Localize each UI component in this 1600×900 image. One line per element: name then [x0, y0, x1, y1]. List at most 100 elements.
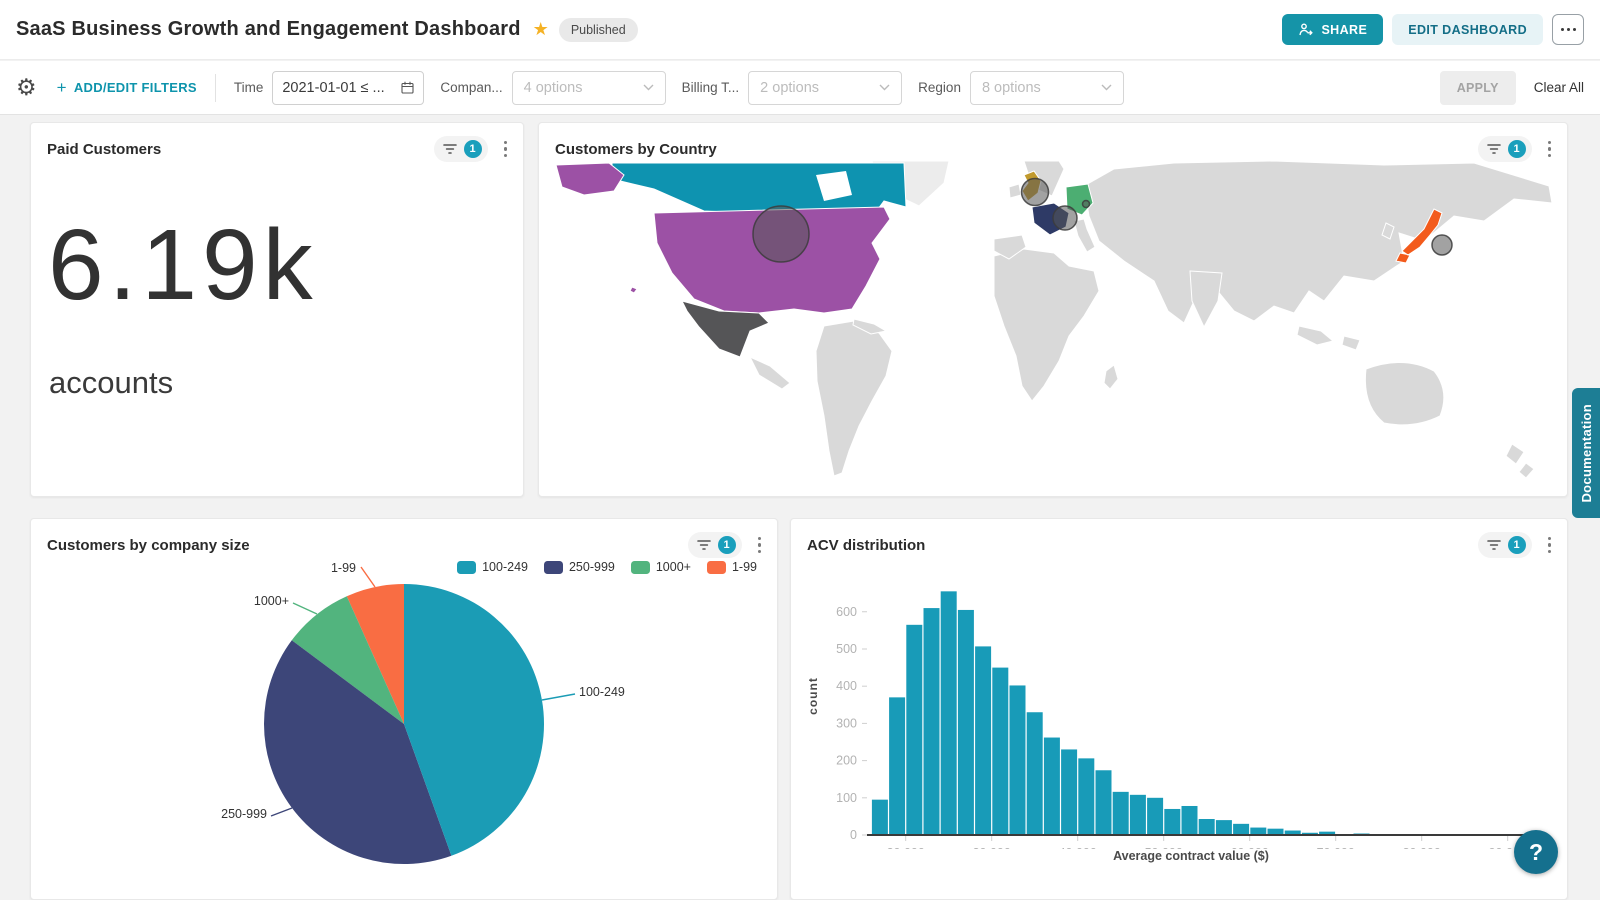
legend-item[interactable]: 100-249: [457, 560, 528, 574]
edit-dashboard-label: EDIT DASHBOARD: [1408, 22, 1527, 37]
pie-label-100-249: 100-249: [579, 685, 625, 699]
histogram-bar[interactable]: [1078, 758, 1095, 835]
legend-swatch: [630, 560, 650, 574]
histogram-bar[interactable]: [1147, 797, 1164, 835]
pie-slice-1000+[interactable]: [291, 596, 404, 724]
histogram-bar[interactable]: [1250, 827, 1267, 835]
favorite-star-icon[interactable]: ★: [532, 19, 549, 39]
histogram-bar[interactable]: [1267, 828, 1284, 835]
widget-title: Paid Customers: [47, 140, 162, 158]
histogram-bar[interactable]: [1284, 830, 1301, 835]
map-landmass-india: [1189, 270, 1223, 329]
map-landmass-sea-islands: [1296, 325, 1361, 351]
pie-callout-line: [541, 693, 576, 701]
pie-callout-line: [292, 602, 318, 615]
histogram-bar[interactable]: [992, 667, 1009, 835]
x-tick-label: 50,000: [1145, 846, 1183, 849]
widget-filter-chip[interactable]: 1: [1477, 532, 1532, 558]
histogram-bar[interactable]: [871, 799, 888, 835]
histogram-bar[interactable]: [1215, 820, 1232, 835]
widget-menu-kebab-icon[interactable]: [502, 139, 510, 160]
map-landmass-korea: [1381, 222, 1395, 240]
histogram-bar[interactable]: [923, 608, 940, 835]
widget-title: Customers by company size: [47, 536, 250, 554]
more-options-button[interactable]: [1552, 14, 1584, 45]
widget-filter-chip[interactable]: 1: [433, 136, 488, 162]
histogram-bar[interactable]: [1043, 737, 1060, 835]
widget-paid-customers: Paid Customers 1 6.19k accounts: [30, 122, 524, 497]
legend-item[interactable]: 250-999: [543, 560, 615, 574]
histogram-bar[interactable]: [1181, 805, 1198, 835]
histogram-bar[interactable]: [889, 697, 906, 835]
map-bubble-japan[interactable]: [1431, 234, 1453, 256]
documentation-tab[interactable]: Documentation: [1572, 388, 1600, 518]
region-filter-select[interactable]: 8 options: [969, 70, 1124, 105]
legend-item[interactable]: 1000+: [630, 560, 691, 574]
histogram-bar[interactable]: [1129, 794, 1146, 835]
filter-bar: ⚙ + ADD/EDIT FILTERS Time 2021-01-01 ≤ .…: [0, 61, 1600, 115]
time-filter-input[interactable]: 2021-01-01 ≤ ...: [272, 70, 425, 105]
time-filter-label: Time: [233, 80, 264, 95]
funnel-filter-icon: [696, 540, 711, 550]
billing-filter-select[interactable]: 2 options: [748, 70, 903, 105]
map-country-united-states-alaska[interactable]: [555, 162, 625, 196]
legend-label: 1000+: [655, 560, 691, 574]
map-bubble-united-states[interactable]: [752, 205, 810, 263]
legend-item[interactable]: 1-99: [706, 560, 757, 574]
widget-menu-kebab-icon[interactable]: [1546, 535, 1554, 556]
map-landmass-australia: [1364, 361, 1445, 426]
add-edit-filters-button[interactable]: + ADD/EDIT FILTERS: [57, 78, 197, 98]
widget-menu-kebab-icon[interactable]: [756, 535, 764, 556]
clear-all-button[interactable]: Clear All: [1533, 80, 1584, 95]
histogram-bar[interactable]: [1233, 823, 1250, 835]
histogram-bar[interactable]: [906, 624, 923, 835]
histogram-bar[interactable]: [1095, 770, 1112, 835]
pie-chart[interactable]: [31, 559, 778, 900]
map-bubble-france[interactable]: [1052, 205, 1078, 231]
histogram-bar[interactable]: [940, 591, 957, 835]
pie-slice-1-99[interactable]: [346, 584, 404, 724]
status-badge: Published: [558, 17, 638, 42]
histogram-chart[interactable]: 0 100 200 300 400 500 600 20,000 30,000 40,000 50,…: [791, 559, 1568, 849]
y-tick-label: 500: [836, 642, 857, 656]
apply-button[interactable]: APPLY: [1439, 70, 1516, 105]
x-tick-label: 70,000: [1317, 846, 1355, 849]
map-country-japan[interactable]: [1395, 208, 1443, 264]
top-bar: SaaS Business Growth and Engagement Dash…: [0, 0, 1600, 60]
map-bubble-germany[interactable]: [1081, 199, 1091, 209]
histogram-bar[interactable]: [1198, 819, 1215, 835]
widget-filter-chip[interactable]: 1: [1477, 136, 1532, 162]
map-country-mexico[interactable]: [681, 300, 770, 358]
map-hudson-bay: [816, 171, 852, 201]
widget-menu-kebab-icon[interactable]: [1546, 139, 1554, 160]
share-button[interactable]: SHARE: [1282, 14, 1384, 45]
help-question-mark: ?: [1528, 838, 1544, 865]
billing-filter-label: Billing T...: [681, 80, 740, 95]
map-bubble-united-kingdom[interactable]: [1020, 177, 1050, 207]
histogram-bar[interactable]: [1112, 791, 1129, 835]
histogram-bar[interactable]: [1009, 685, 1026, 835]
edit-dashboard-button[interactable]: EDIT DASHBOARD: [1392, 14, 1543, 45]
widget-customers-by-country: Customers by Country 1: [538, 122, 1568, 497]
pie-slice-100-249[interactable]: [404, 584, 544, 856]
map-landmass-ireland: [1008, 183, 1022, 199]
histogram-bar[interactable]: [1301, 832, 1318, 835]
company-filter-select[interactable]: 4 options: [511, 70, 666, 105]
filter-group-billing: Billing T... 2 options: [681, 70, 903, 105]
histogram-bar[interactable]: [975, 646, 992, 835]
map-landmass-new-zealand: [1505, 443, 1535, 479]
histogram-bar[interactable]: [1026, 712, 1043, 835]
map-country-united-states-hawaii[interactable]: [629, 286, 638, 294]
histogram-bar[interactable]: [1164, 808, 1181, 835]
apply-label: APPLY: [1456, 80, 1499, 95]
widget-filter-chip[interactable]: 1: [687, 532, 742, 558]
add-edit-filters-label: ADD/EDIT FILTERS: [73, 80, 197, 95]
pie-slice-250-999[interactable]: [264, 640, 452, 864]
histogram-bar[interactable]: [1061, 749, 1078, 835]
settings-gear-icon[interactable]: ⚙: [16, 74, 37, 100]
widget-customers-by-company-size: Customers by company size 1 100-249 250-…: [30, 518, 778, 900]
help-button[interactable]: ?: [1514, 830, 1558, 874]
histogram-bar[interactable]: [1319, 831, 1336, 835]
region-filter-label: Region: [918, 80, 961, 95]
histogram-bar[interactable]: [957, 609, 974, 835]
